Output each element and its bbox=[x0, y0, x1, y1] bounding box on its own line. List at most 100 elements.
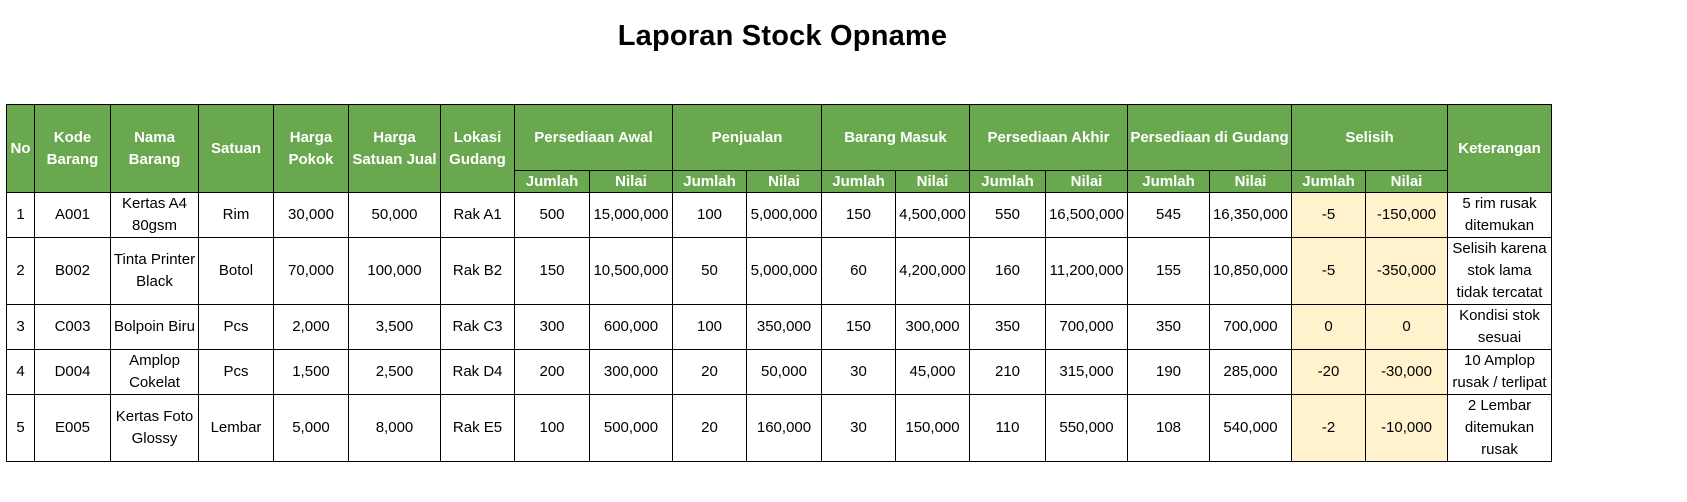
cell-gudang-nilai: 285,000 bbox=[1209, 349, 1292, 395]
cell-jual-jumlah: 20 bbox=[672, 349, 747, 395]
report-title: Laporan Stock Opname bbox=[617, 20, 948, 52]
cell-satuan: Botol bbox=[198, 237, 274, 305]
cell-masuk-jumlah: 60 bbox=[821, 237, 896, 305]
cell-harga-pokok: 30,000 bbox=[273, 192, 349, 238]
cell-masuk-nilai: 45,000 bbox=[895, 349, 970, 395]
cell-no: 5 bbox=[6, 394, 35, 462]
cell-keterangan: 2 Lembar ditemukan rusak bbox=[1447, 394, 1552, 462]
cell-awal-jumlah: 200 bbox=[514, 349, 590, 395]
cell-nama: Kertas A4 80gsm bbox=[110, 192, 199, 238]
cell-masuk-jumlah: 30 bbox=[821, 349, 896, 395]
col-header-harga-jual: Harga Satuan Jual bbox=[348, 104, 441, 193]
cell-selisih-nilai: -150,000 bbox=[1365, 192, 1448, 238]
cell-akhir-jumlah: 550 bbox=[969, 192, 1046, 238]
cell-harga-jual: 2,500 bbox=[348, 349, 441, 395]
cell-keterangan: 5 rim rusak ditemukan bbox=[1447, 192, 1552, 238]
cell-akhir-jumlah: 210 bbox=[969, 349, 1046, 395]
cell-awal-nilai: 500,000 bbox=[589, 394, 673, 462]
cell-jual-jumlah: 100 bbox=[672, 192, 747, 238]
cell-harga-pokok: 2,000 bbox=[273, 304, 349, 350]
col-header-barang-masuk: Barang Masuk bbox=[821, 104, 970, 171]
cell-jual-nilai: 5,000,000 bbox=[746, 237, 822, 305]
cell-nama: Tinta Printer Black bbox=[110, 237, 199, 305]
subheader-jumlah: Jumlah bbox=[672, 170, 747, 193]
cell-masuk-nilai: 4,500,000 bbox=[895, 192, 970, 238]
cell-harga-jual: 8,000 bbox=[348, 394, 441, 462]
cell-jual-jumlah: 50 bbox=[672, 237, 747, 305]
subheader-nilai: Nilai bbox=[1209, 170, 1292, 193]
cell-kode: C003 bbox=[34, 304, 111, 350]
stock-opname-table: No Kode Barang Nama Barang Satuan Harga … bbox=[6, 104, 1552, 462]
cell-satuan: Rim bbox=[198, 192, 274, 238]
col-header-harga-pokok: Harga Pokok bbox=[273, 104, 349, 193]
cell-akhir-nilai: 700,000 bbox=[1045, 304, 1128, 350]
col-header-satuan: Satuan bbox=[198, 104, 274, 193]
col-header-penjualan: Penjualan bbox=[672, 104, 822, 171]
cell-no: 2 bbox=[6, 237, 35, 305]
cell-jual-nilai: 5,000,000 bbox=[746, 192, 822, 238]
col-header-persediaan-akhir: Persediaan Akhir bbox=[969, 104, 1128, 171]
table-row: 3 C003 Bolpoin Biru Pcs 2,000 3,500 Rak … bbox=[6, 304, 1552, 350]
cell-harga-jual: 50,000 bbox=[348, 192, 441, 238]
cell-akhir-jumlah: 160 bbox=[969, 237, 1046, 305]
cell-awal-jumlah: 150 bbox=[514, 237, 590, 305]
subheader-jumlah: Jumlah bbox=[514, 170, 590, 193]
subheader-nilai: Nilai bbox=[1365, 170, 1448, 193]
cell-awal-nilai: 10,500,000 bbox=[589, 237, 673, 305]
cell-masuk-nilai: 4,200,000 bbox=[895, 237, 970, 305]
col-header-no: No bbox=[6, 104, 35, 193]
table-row: 1 A001 Kertas A4 80gsm Rim 30,000 50,000… bbox=[6, 192, 1552, 238]
cell-akhir-nilai: 315,000 bbox=[1045, 349, 1128, 395]
cell-selisih-jumlah: -2 bbox=[1291, 394, 1366, 462]
cell-masuk-nilai: 150,000 bbox=[895, 394, 970, 462]
cell-jual-jumlah: 20 bbox=[672, 394, 747, 462]
cell-no: 3 bbox=[6, 304, 35, 350]
cell-selisih-jumlah: -5 bbox=[1291, 237, 1366, 305]
cell-keterangan: 10 Amplop rusak / terlipat bbox=[1447, 349, 1552, 395]
cell-gudang-nilai: 10,850,000 bbox=[1209, 237, 1292, 305]
subheader-jumlah: Jumlah bbox=[1291, 170, 1366, 193]
cell-kode: B002 bbox=[34, 237, 111, 305]
cell-gudang-jumlah: 108 bbox=[1127, 394, 1210, 462]
cell-harga-jual: 3,500 bbox=[348, 304, 441, 350]
cell-selisih-nilai: -350,000 bbox=[1365, 237, 1448, 305]
cell-gudang-nilai: 16,350,000 bbox=[1209, 192, 1292, 238]
cell-nama: Amplop Cokelat bbox=[110, 349, 199, 395]
cell-jual-nilai: 50,000 bbox=[746, 349, 822, 395]
col-header-persediaan-awal: Persediaan Awal bbox=[514, 104, 673, 171]
cell-harga-jual: 100,000 bbox=[348, 237, 441, 305]
cell-nama: Kertas Foto Glossy bbox=[110, 394, 199, 462]
cell-awal-jumlah: 100 bbox=[514, 394, 590, 462]
col-header-lokasi: Lokasi Gudang bbox=[440, 104, 515, 193]
table-row: 2 B002 Tinta Printer Black Botol 70,000 … bbox=[6, 237, 1552, 305]
cell-lokasi: Rak C3 bbox=[440, 304, 515, 350]
cell-akhir-nilai: 550,000 bbox=[1045, 394, 1128, 462]
cell-selisih-jumlah: -20 bbox=[1291, 349, 1366, 395]
col-header-kode: Kode Barang bbox=[34, 104, 111, 193]
cell-selisih-nilai: 0 bbox=[1365, 304, 1448, 350]
cell-awal-jumlah: 500 bbox=[514, 192, 590, 238]
table-row: 4 D004 Amplop Cokelat Pcs 1,500 2,500 Ra… bbox=[6, 349, 1552, 395]
cell-jual-nilai: 160,000 bbox=[746, 394, 822, 462]
cell-awal-jumlah: 300 bbox=[514, 304, 590, 350]
cell-masuk-jumlah: 30 bbox=[821, 394, 896, 462]
cell-keterangan: Selisih karena stok lama tidak tercatat bbox=[1447, 237, 1552, 305]
cell-harga-pokok: 70,000 bbox=[273, 237, 349, 305]
subheader-nilai: Nilai bbox=[589, 170, 673, 193]
cell-kode: A001 bbox=[34, 192, 111, 238]
cell-selisih-nilai: -30,000 bbox=[1365, 349, 1448, 395]
cell-harga-pokok: 1,500 bbox=[273, 349, 349, 395]
cell-satuan: Pcs bbox=[198, 349, 274, 395]
table-row: 5 E005 Kertas Foto Glossy Lembar 5,000 8… bbox=[6, 394, 1552, 462]
cell-kode: D004 bbox=[34, 349, 111, 395]
cell-akhir-jumlah: 350 bbox=[969, 304, 1046, 350]
col-header-nama: Nama Barang bbox=[110, 104, 199, 193]
subheader-jumlah: Jumlah bbox=[821, 170, 896, 193]
cell-jual-nilai: 350,000 bbox=[746, 304, 822, 350]
cell-akhir-nilai: 16,500,000 bbox=[1045, 192, 1128, 238]
header-row-main: No Kode Barang Nama Barang Satuan Harga … bbox=[6, 104, 1552, 193]
cell-awal-nilai: 600,000 bbox=[589, 304, 673, 350]
col-header-selisih: Selisih bbox=[1291, 104, 1448, 171]
cell-gudang-jumlah: 350 bbox=[1127, 304, 1210, 350]
cell-gudang-jumlah: 155 bbox=[1127, 237, 1210, 305]
